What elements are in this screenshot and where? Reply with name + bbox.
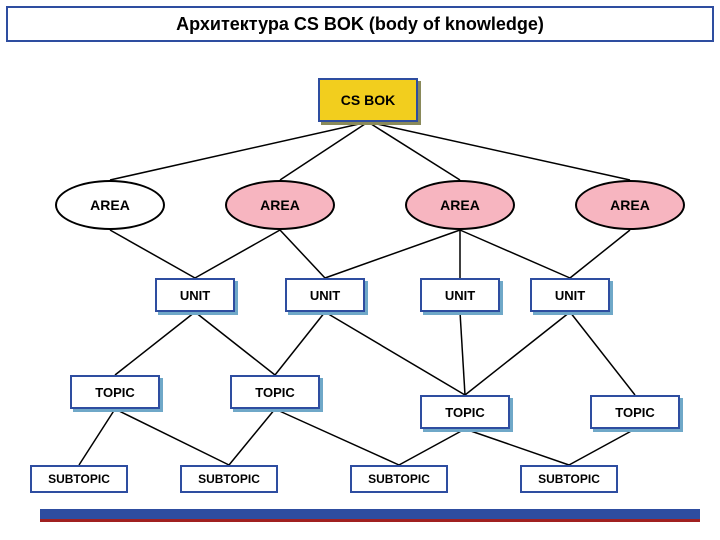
footer-bar — [40, 509, 700, 522]
topic-node: TOPIC — [230, 375, 320, 409]
area-node: AREA — [575, 180, 685, 230]
subtopic-node: SUBTOPIC — [350, 465, 448, 493]
topic-node: TOPIC — [70, 375, 160, 409]
area-node: AREA — [55, 180, 165, 230]
subtopic-node: SUBTOPIC — [180, 465, 278, 493]
unit-node: UNIT — [285, 278, 365, 312]
area-node: AREA — [405, 180, 515, 230]
area-node: AREA — [225, 180, 335, 230]
unit-node: UNIT — [155, 278, 235, 312]
unit-node: UNIT — [420, 278, 500, 312]
topic-node: TOPIC — [420, 395, 510, 429]
subtopic-node: SUBTOPIC — [520, 465, 618, 493]
page-title: Архитектура CS BOK (body of knowledge) — [6, 6, 714, 42]
unit-node: UNIT — [530, 278, 610, 312]
subtopic-node: SUBTOPIC — [30, 465, 128, 493]
root-node: CS BOK — [318, 78, 418, 122]
topic-node: TOPIC — [590, 395, 680, 429]
